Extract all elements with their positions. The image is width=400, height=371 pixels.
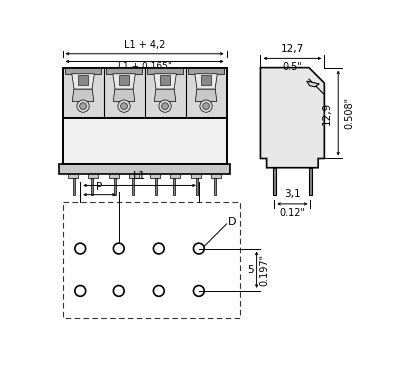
Bar (68, 174, 78, 178)
Bar (106, 68, 142, 74)
Bar (211, 174, 222, 178)
Circle shape (159, 100, 171, 112)
Bar (129, 174, 140, 178)
Text: 12,9: 12,9 (322, 101, 332, 125)
Text: 3,1: 3,1 (284, 189, 301, 199)
Bar (59, 164, 230, 174)
Text: L1 + 4,2: L1 + 4,2 (124, 40, 165, 50)
Bar (62, 68, 226, 118)
Bar (273, 168, 276, 195)
Text: 12,7: 12,7 (281, 44, 304, 54)
Bar (147, 68, 183, 74)
Bar (160, 75, 170, 85)
Circle shape (80, 103, 86, 109)
Text: 0.12": 0.12" (279, 208, 305, 218)
Text: 0.508": 0.508" (344, 97, 354, 129)
Bar (78, 75, 88, 85)
Polygon shape (195, 74, 217, 89)
Polygon shape (307, 81, 319, 87)
Bar (114, 178, 116, 195)
Bar (155, 178, 157, 195)
Bar (309, 168, 312, 195)
Polygon shape (154, 89, 176, 102)
Bar (173, 178, 175, 195)
Polygon shape (195, 89, 217, 102)
Bar (119, 75, 129, 85)
Bar (201, 75, 211, 85)
Bar (88, 174, 98, 178)
Text: D: D (228, 217, 237, 227)
Bar (65, 68, 101, 74)
Circle shape (200, 100, 212, 112)
Bar (91, 178, 93, 195)
Polygon shape (113, 74, 135, 89)
Bar (62, 68, 226, 164)
Text: 0.197": 0.197" (260, 254, 270, 286)
Circle shape (77, 100, 89, 112)
Bar (62, 118, 226, 164)
Circle shape (118, 100, 130, 112)
Text: L1 + 0.165": L1 + 0.165" (118, 62, 172, 71)
Polygon shape (154, 74, 176, 89)
Bar (214, 178, 216, 195)
Bar (62, 202, 240, 318)
Polygon shape (113, 89, 135, 102)
Polygon shape (260, 68, 324, 168)
Polygon shape (72, 74, 94, 89)
Bar (109, 174, 119, 178)
Text: 5: 5 (247, 265, 254, 275)
Bar (132, 178, 134, 195)
Circle shape (162, 103, 168, 109)
Bar (150, 174, 160, 178)
Text: P: P (96, 181, 103, 191)
Text: L1: L1 (133, 171, 146, 181)
Text: 0.5": 0.5" (282, 62, 302, 72)
Bar (188, 68, 224, 74)
Bar (196, 178, 198, 195)
Bar (73, 178, 75, 195)
Bar (191, 174, 201, 178)
Bar (170, 174, 180, 178)
Polygon shape (72, 89, 94, 102)
Circle shape (121, 103, 128, 109)
Circle shape (203, 103, 210, 109)
